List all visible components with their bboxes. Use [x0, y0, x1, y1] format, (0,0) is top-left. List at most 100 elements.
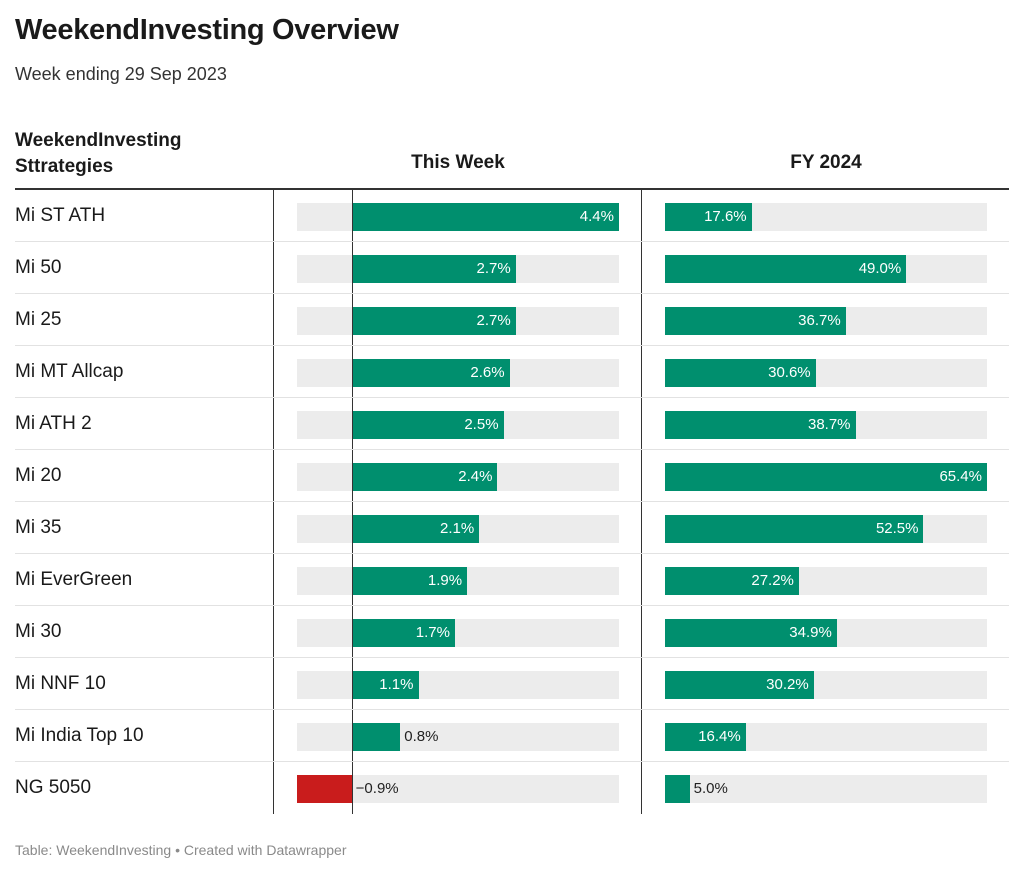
- strategy-name: Mi 20: [15, 465, 62, 486]
- table-row: Mi 35 2.1% 52.5%: [0, 502, 1024, 554]
- data-label: 27.2%: [751, 572, 794, 589]
- zero-line: [351, 346, 353, 398]
- bar: [351, 671, 419, 699]
- this-week-cell: −0.9%: [297, 762, 619, 814]
- strategy-name: Mi 30: [15, 621, 62, 642]
- fy-cell: 27.2%: [665, 567, 987, 595]
- data-label: 30.2%: [766, 676, 809, 693]
- bar: [351, 619, 455, 647]
- data-label: 5.0%: [693, 780, 728, 797]
- data-label: 52.5%: [875, 520, 919, 537]
- this-week-cell: 2.1%: [297, 502, 619, 554]
- bar: [665, 671, 814, 699]
- row-divider: [15, 345, 1009, 346]
- bar: [665, 255, 907, 283]
- table-row: Mi 50 2.7% 49.0%: [0, 242, 1024, 294]
- this-week-cell: 1.1%: [297, 658, 619, 710]
- table-row: NG 5050 −0.9% 5.0%: [0, 762, 1024, 814]
- row-divider: [15, 761, 1009, 762]
- this-week-cell: 0.8%: [297, 710, 619, 762]
- strategy-name: Mi NNF 10: [15, 673, 106, 694]
- this-week-cell: 2.5%: [297, 398, 619, 450]
- bar: [351, 463, 498, 491]
- chart-title: WeekendInvesting Overview: [15, 14, 399, 46]
- fy-cell: 65.4%: [665, 463, 987, 491]
- row-divider: [15, 501, 1009, 502]
- data-label: 38.7%: [807, 416, 851, 433]
- bar: [351, 411, 504, 439]
- zero-line: [351, 554, 353, 606]
- table-row: Mi NNF 10 1.1% 30.2%: [0, 658, 1024, 710]
- fy-cell: 34.9%: [665, 619, 987, 647]
- data-label: 65.4%: [939, 468, 982, 485]
- bar: [665, 723, 746, 751]
- this-week-cell: 2.7%: [297, 294, 619, 346]
- data-label: 2.4%: [458, 468, 493, 485]
- this-week-cell: 1.9%: [297, 554, 619, 606]
- table-row: Mi ST ATH 4.4% 17.6%: [0, 190, 1024, 242]
- column-header-this-week: This Week: [411, 152, 505, 173]
- strategy-name: Mi India Top 10: [15, 725, 144, 746]
- fy-cell: 16.4%: [665, 723, 987, 751]
- data-label: 2.7%: [476, 312, 511, 329]
- fy-cell: 52.5%: [665, 515, 987, 543]
- column-divider: [273, 190, 274, 814]
- data-label: 36.7%: [798, 312, 841, 329]
- fy-cell: 30.6%: [665, 359, 987, 387]
- table-row: Mi 30 1.7% 34.9%: [0, 606, 1024, 658]
- data-label: 1.1%: [379, 676, 414, 693]
- this-week-cell: 2.7%: [297, 242, 619, 294]
- table-row: Mi ATH 2 2.5% 38.7%: [0, 398, 1024, 450]
- bar: [665, 775, 690, 803]
- column-header-fy: FY 2024: [790, 152, 862, 173]
- strategy-name: Mi EverGreen: [15, 569, 133, 590]
- column-header-strategies: WeekendInvesting Sttrategies: [15, 130, 182, 177]
- header-rule: [15, 188, 1009, 190]
- bar: [665, 619, 837, 647]
- fy-cell: 36.7%: [665, 307, 987, 335]
- bar: [665, 463, 987, 491]
- zero-line: [351, 658, 353, 710]
- data-label: −0.9%: [355, 780, 399, 797]
- row-divider: [15, 605, 1009, 606]
- this-week-cell: 4.4%: [297, 190, 619, 242]
- row-divider: [15, 657, 1009, 658]
- row-divider: [15, 397, 1009, 398]
- strategy-name: NG 5050: [15, 777, 92, 798]
- zero-line: [351, 710, 353, 762]
- data-label: 4.4%: [579, 208, 614, 225]
- bar: [351, 255, 516, 283]
- table-row: Mi 20 2.4% 65.4%: [0, 450, 1024, 502]
- bar: [351, 723, 401, 751]
- table-row: Mi MT Allcap 2.6% 30.6%: [0, 346, 1024, 398]
- bar: [665, 411, 856, 439]
- zero-line: [351, 398, 353, 450]
- row-divider: [15, 709, 1009, 710]
- fy-cell: 17.6%: [665, 203, 987, 231]
- data-label: 49.0%: [858, 260, 902, 277]
- bar: [351, 567, 468, 595]
- strategy-name: Mi ST ATH: [15, 205, 106, 226]
- row-divider: [15, 553, 1009, 554]
- zero-line: [351, 762, 353, 814]
- zero-line: [351, 606, 353, 658]
- this-week-cell: 1.7%: [297, 606, 619, 658]
- data-label: 0.8%: [404, 728, 439, 745]
- data-label: 2.7%: [476, 260, 511, 277]
- data-label: 34.9%: [789, 624, 832, 641]
- bar: [665, 359, 816, 387]
- fy-cell: 38.7%: [665, 411, 987, 439]
- this-week-cell: 2.4%: [297, 450, 619, 502]
- bar: [351, 359, 510, 387]
- strategy-name: Mi 50: [15, 257, 62, 278]
- bar: [351, 307, 516, 335]
- fy-cell: 30.2%: [665, 671, 987, 699]
- bar: [351, 203, 619, 231]
- row-divider: [15, 449, 1009, 450]
- fy-cell: 5.0%: [665, 775, 987, 803]
- bar: [665, 567, 799, 595]
- table-row: Mi EverGreen 1.9% 27.2%: [0, 554, 1024, 606]
- table-row: Mi India Top 10 0.8% 16.4%: [0, 710, 1024, 762]
- data-label: 16.4%: [698, 728, 741, 745]
- zero-line: [351, 242, 353, 294]
